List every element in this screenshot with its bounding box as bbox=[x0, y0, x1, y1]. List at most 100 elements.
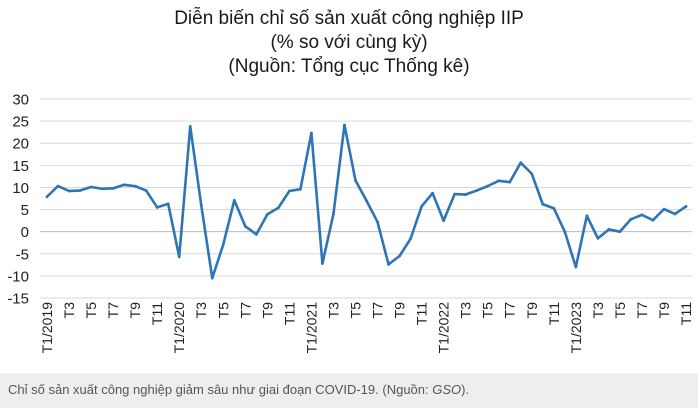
data-point bbox=[365, 199, 368, 203]
data-point bbox=[574, 265, 578, 269]
data-point bbox=[541, 202, 545, 206]
data-point bbox=[199, 203, 203, 207]
data-point bbox=[89, 185, 93, 189]
data-point bbox=[100, 187, 104, 191]
series-iip bbox=[45, 123, 688, 280]
x-tick-label: T11 bbox=[281, 302, 297, 325]
x-tick-label: T11 bbox=[678, 302, 694, 325]
data-point bbox=[210, 276, 214, 280]
data-point bbox=[486, 184, 490, 188]
x-tick-label: T9 bbox=[127, 302, 143, 319]
data-point bbox=[155, 205, 159, 209]
y-tick-label: 25 bbox=[12, 114, 29, 131]
x-tick-label: T5 bbox=[480, 302, 496, 319]
data-point bbox=[376, 220, 379, 224]
data-point bbox=[464, 193, 468, 196]
data-point bbox=[45, 195, 49, 199]
x-tick-label: T11 bbox=[149, 302, 165, 325]
chart-area: Diễn biến chỉ số sản xuất công nghiệp II… bbox=[7, 8, 694, 354]
x-tick-label: T9 bbox=[259, 302, 275, 319]
gridlines bbox=[40, 98, 692, 299]
data-point bbox=[67, 189, 71, 193]
y-tick-label: -10 bbox=[7, 268, 29, 285]
data-point bbox=[133, 184, 137, 188]
data-point bbox=[232, 198, 236, 202]
data-point bbox=[651, 218, 655, 222]
data-point bbox=[254, 232, 258, 236]
x-tick-label: T11 bbox=[414, 302, 430, 325]
data-point bbox=[387, 262, 390, 266]
caption-text-end: ). bbox=[461, 382, 470, 397]
y-tick-label: 0 bbox=[21, 224, 29, 241]
data-point bbox=[144, 189, 148, 192]
x-tick-label: T9 bbox=[392, 302, 408, 319]
y-tick-label: 30 bbox=[12, 92, 29, 109]
x-tick-label: T7 bbox=[105, 302, 121, 319]
data-point bbox=[629, 217, 633, 221]
data-point bbox=[78, 189, 82, 192]
caption-source: GSO bbox=[432, 382, 462, 397]
data-point bbox=[563, 230, 567, 234]
data-point bbox=[662, 207, 666, 211]
data-point bbox=[508, 180, 512, 184]
data-point bbox=[243, 224, 247, 228]
x-tick-label: T3 bbox=[590, 302, 606, 319]
data-point bbox=[310, 131, 313, 135]
data-point bbox=[420, 205, 423, 208]
data-point bbox=[166, 202, 170, 206]
y-tick-label: -15 bbox=[7, 291, 29, 308]
x-tick-label: T1/2021 bbox=[303, 302, 319, 354]
caption-bar: Chỉ số sản xuất công nghiệp giảm sâu như… bbox=[0, 373, 698, 408]
data-point bbox=[188, 125, 192, 128]
data-point bbox=[475, 189, 479, 192]
x-tick-label: T9 bbox=[524, 302, 540, 319]
x-tick-label: T5 bbox=[83, 302, 99, 319]
data-point bbox=[276, 206, 280, 210]
data-point bbox=[56, 184, 60, 188]
data-point bbox=[332, 212, 335, 216]
data-point bbox=[122, 183, 126, 187]
data-point bbox=[321, 262, 324, 265]
data-point bbox=[684, 205, 688, 208]
x-tick-label: T7 bbox=[370, 302, 386, 319]
data-point bbox=[265, 213, 269, 216]
data-point bbox=[111, 186, 115, 190]
data-point bbox=[354, 178, 357, 182]
x-axis-tick-labels: T1/2019 T3 T5 T7 T9 T11 T1/2020 T3 T5 T7 T9 T11 T1/2… bbox=[39, 302, 694, 354]
x-tick-label: T1/2019 bbox=[39, 302, 55, 354]
y-tick-label: 15 bbox=[12, 158, 29, 175]
x-tick-label: T3 bbox=[193, 302, 209, 319]
x-tick-label: T7 bbox=[237, 302, 253, 319]
data-point bbox=[343, 123, 346, 127]
data-point bbox=[640, 213, 644, 217]
x-tick-label: T7 bbox=[634, 302, 650, 319]
y-axis-tick-labels: -15 -10 -5 0 5 10 15 20 25 30 bbox=[7, 92, 29, 308]
x-tick-label: T3 bbox=[458, 302, 474, 319]
x-tick-label: T1/2023 bbox=[568, 302, 584, 354]
y-tick-label: -5 bbox=[16, 246, 29, 263]
caption-text: Chỉ số sản xuất công nghiệp giảm sâu như… bbox=[8, 382, 433, 397]
data-point bbox=[618, 230, 622, 234]
data-point bbox=[431, 191, 435, 195]
data-point bbox=[287, 189, 291, 193]
x-tick-label: T3 bbox=[325, 302, 341, 319]
data-point bbox=[530, 172, 534, 176]
x-tick-label: T11 bbox=[546, 302, 562, 325]
x-tick-label: T5 bbox=[215, 302, 231, 319]
x-tick-label: T5 bbox=[347, 302, 363, 319]
data-point bbox=[596, 236, 600, 240]
data-point bbox=[409, 237, 412, 241]
data-point bbox=[585, 214, 589, 218]
data-point bbox=[497, 179, 501, 183]
data-point bbox=[221, 243, 225, 246]
data-point bbox=[298, 187, 302, 191]
y-tick-label: 10 bbox=[12, 180, 29, 197]
data-point bbox=[177, 255, 181, 259]
data-point bbox=[552, 206, 556, 210]
x-tick-label: T5 bbox=[612, 302, 628, 319]
y-tick-label: 5 bbox=[21, 202, 29, 219]
x-tick-label: T9 bbox=[656, 302, 672, 319]
x-tick-label: T1/2020 bbox=[171, 302, 187, 354]
data-point bbox=[453, 192, 457, 196]
